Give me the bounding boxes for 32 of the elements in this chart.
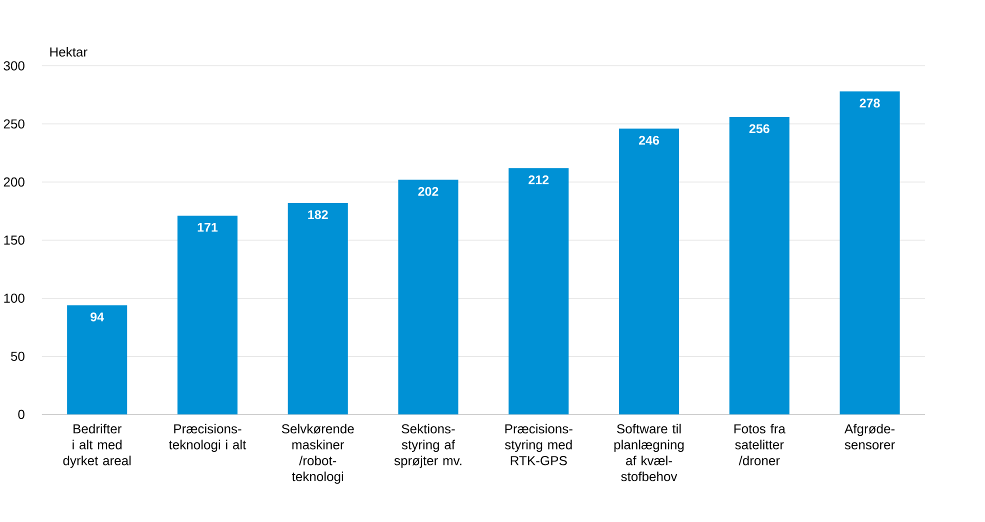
data-label: 256 (749, 124, 770, 134)
y-tick-label: 100 (4, 294, 24, 303)
y-tick-label: 200 (4, 177, 24, 187)
y-tick-label: 150 (4, 236, 24, 245)
x-tick-label: Fotos fra satelitter /droner (734, 424, 786, 466)
bar (619, 128, 680, 414)
bar (729, 117, 790, 414)
x-tick-label: Præcisions-teknologi i alt (168, 424, 246, 452)
bar (508, 168, 569, 414)
bar (398, 180, 458, 414)
x-tick-label: Afgrøde-sensorer (844, 424, 895, 450)
bar (840, 91, 900, 414)
data-label: 182 (308, 210, 328, 220)
data-label: 212 (528, 175, 549, 184)
bar (67, 305, 128, 414)
y-tick-label: 250 (4, 119, 24, 129)
bar (177, 216, 238, 414)
data-label: 202 (418, 187, 438, 196)
x-tick-label: Selvkørende maskiner /robot-teknologi (282, 424, 354, 484)
x-tick-label: Sektions-styring af sprøjter mv. (394, 424, 462, 468)
y-tick-label: 0 (18, 410, 24, 420)
data-label: 171 (198, 223, 218, 232)
data-label: 278 (860, 98, 880, 108)
x-tick-label: Præcisions-styring med RTK-GPS (504, 424, 572, 466)
y-tick-label: 50 (10, 352, 24, 361)
y-axis-title: Hektar (50, 47, 88, 57)
data-label: 246 (638, 136, 660, 145)
x-tick-label: Software til planlægning af kvæl-stofbehov (614, 424, 684, 482)
x-tick-label: Bedrifter i alt med dyrket areal (63, 424, 131, 468)
bar (288, 202, 348, 414)
data-label: 94 (90, 312, 104, 322)
y-tick-label: 300 (4, 61, 24, 70)
